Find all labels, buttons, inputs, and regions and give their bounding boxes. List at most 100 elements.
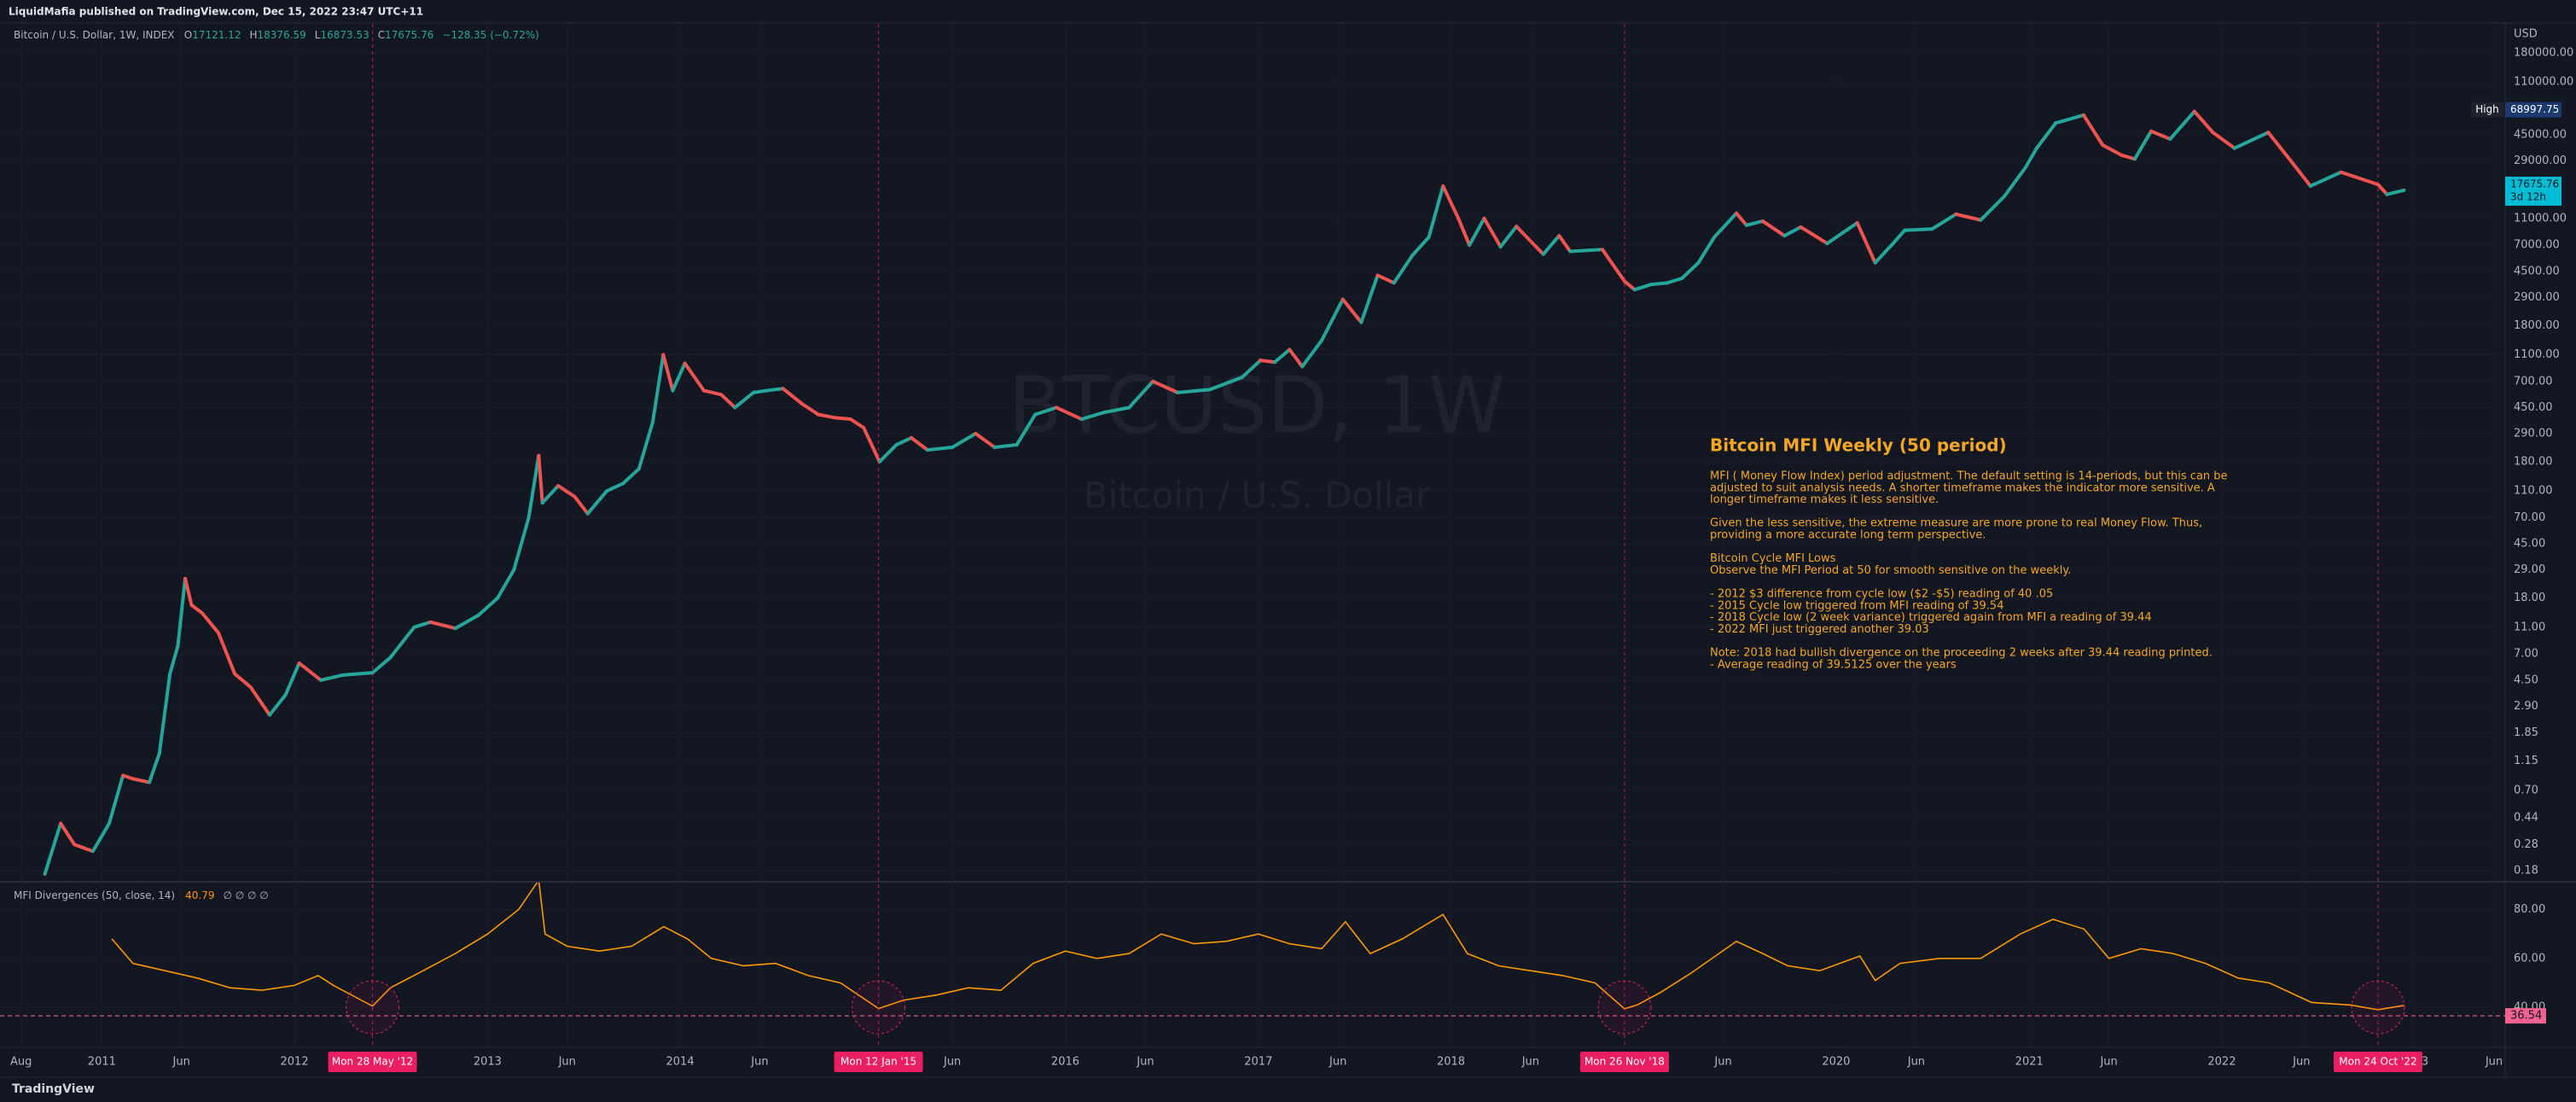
y-tick-label: 11000.00 — [2514, 212, 2567, 224]
price-segment — [2308, 170, 2343, 188]
price-segment — [1427, 184, 1445, 239]
price-segment — [894, 435, 913, 447]
price-segment — [1359, 273, 1380, 324]
price-segment — [1889, 228, 1907, 248]
last-value: 17675.76 — [2510, 178, 2559, 189]
legend-value: 16873.53 — [320, 29, 369, 41]
x-tick-label: 2021 — [2015, 1056, 2044, 1069]
price-segment — [189, 603, 204, 615]
price-segment — [217, 631, 237, 676]
price-segment — [1622, 279, 1637, 292]
price-segment — [2232, 131, 2271, 150]
marker-label: Mon 26 Nov '18 — [1585, 1056, 1665, 1068]
x-tick-label: Jun — [172, 1056, 190, 1069]
y-tick-label: 0.18 — [2514, 865, 2538, 878]
price-segment — [43, 821, 63, 876]
y-tick-label: 1100.00 — [2514, 348, 2560, 361]
price-segment — [1392, 254, 1415, 285]
price-segment — [1979, 194, 2007, 222]
price-segment — [951, 431, 978, 450]
high-key: High — [2475, 103, 2499, 115]
y-tick-label: 700.00 — [2514, 375, 2553, 388]
mfi-legend: MFI Divergences (50, close, 14) 40.79 ∅ ∅ … — [14, 889, 269, 901]
price-segment — [526, 453, 541, 520]
price-segment — [1744, 219, 1765, 227]
price-segment — [2192, 109, 2215, 135]
price-segment — [2054, 113, 2085, 125]
annotation-title: Bitcoin MFI Weekly (50 period) — [1710, 435, 2007, 456]
annotation-line: providing a more accurate long term pers… — [1710, 529, 1986, 542]
price-segment — [1666, 276, 1684, 285]
price-segment — [1557, 234, 1573, 254]
x-tick-label: 2011 — [88, 1056, 116, 1069]
x-tick-label: Jun — [2099, 1056, 2117, 1069]
price-segment — [800, 401, 821, 417]
price-segment — [1441, 184, 1461, 220]
price-segment — [147, 751, 161, 784]
y-tick-label: 0.70 — [2514, 784, 2538, 796]
y-tick-label: 7000.00 — [2514, 239, 2560, 252]
price-segment — [248, 685, 271, 717]
x-tick-label: Jun — [750, 1056, 768, 1069]
price-segment — [2034, 121, 2058, 150]
price-segment — [2168, 109, 2196, 141]
legend-key: H — [249, 29, 257, 41]
price-segment — [1498, 224, 1519, 249]
price-segment — [453, 613, 480, 631]
legend-change: −128.35 (−0.72%) — [442, 29, 538, 41]
y-tick-label: 2.90 — [2514, 700, 2538, 713]
y-tick-label: 110000.00 — [2514, 76, 2573, 89]
marker-box — [328, 1052, 417, 1072]
x-tick-label: Jun — [1713, 1056, 1731, 1069]
x-tick-label: Aug — [10, 1056, 32, 1069]
price-segment — [832, 416, 852, 422]
price-segment — [1930, 212, 1958, 231]
price-segment — [108, 773, 125, 825]
price-segment — [2385, 188, 2406, 196]
price-segment — [476, 596, 500, 617]
last-countdown: 3d 12h — [2510, 190, 2546, 202]
price-segment — [1079, 411, 1107, 422]
high-key-box — [2471, 102, 2503, 118]
price-segment — [621, 467, 641, 486]
legend-value: 17121.12 — [192, 29, 241, 41]
y-tick-label: 45.00 — [2514, 538, 2545, 551]
x-tick-label: Jun — [558, 1056, 576, 1069]
footer-brand: TradingView — [12, 1082, 95, 1096]
price-segment — [388, 625, 416, 660]
price-segment — [283, 661, 301, 697]
price-segment — [2023, 146, 2038, 170]
price-segment — [1680, 260, 1701, 280]
x-tick-label: 2014 — [666, 1056, 695, 1069]
price-segment — [1735, 211, 1748, 227]
annotation-line: Bitcoin Cycle MFI Lows — [1710, 552, 1836, 565]
y-tick-label: 1.85 — [2514, 726, 2538, 739]
y-tick-label: 18.00 — [2514, 592, 2545, 604]
x-tick-label: Jun — [1136, 1056, 1154, 1069]
price-segment — [1873, 243, 1893, 265]
y-tick-label: 4.50 — [2514, 673, 2538, 686]
marker-label: Mon 28 May '12 — [332, 1056, 413, 1068]
price-segment — [168, 644, 180, 676]
marker-circle — [1597, 980, 1652, 1035]
price-segment — [2375, 183, 2389, 196]
price-segment — [926, 446, 955, 452]
price-segment — [1903, 227, 1934, 232]
price-segment — [1799, 224, 1829, 246]
price-segment — [1782, 224, 1803, 238]
y-tick-label: 450.00 — [2514, 401, 2553, 414]
price-segment — [1015, 412, 1038, 447]
price-segment — [909, 435, 930, 452]
watermark-title: BTCUSD, 1W — [1009, 359, 1506, 451]
price-segment — [540, 484, 561, 505]
marker-box — [1579, 1052, 1669, 1072]
y-tick-label: 0.44 — [2514, 812, 2538, 825]
y-tick-label: 7.00 — [2514, 648, 2538, 661]
x-tick-label: 2017 — [1244, 1056, 1272, 1069]
price-segment — [183, 576, 194, 607]
price-segment — [1259, 359, 1276, 364]
price-segment — [1541, 234, 1561, 256]
y-tick-label: 2900.00 — [2514, 291, 2560, 304]
annotation-line: adjusted to suit analysis needs. A short… — [1710, 481, 2215, 494]
price-segment — [1127, 379, 1155, 410]
